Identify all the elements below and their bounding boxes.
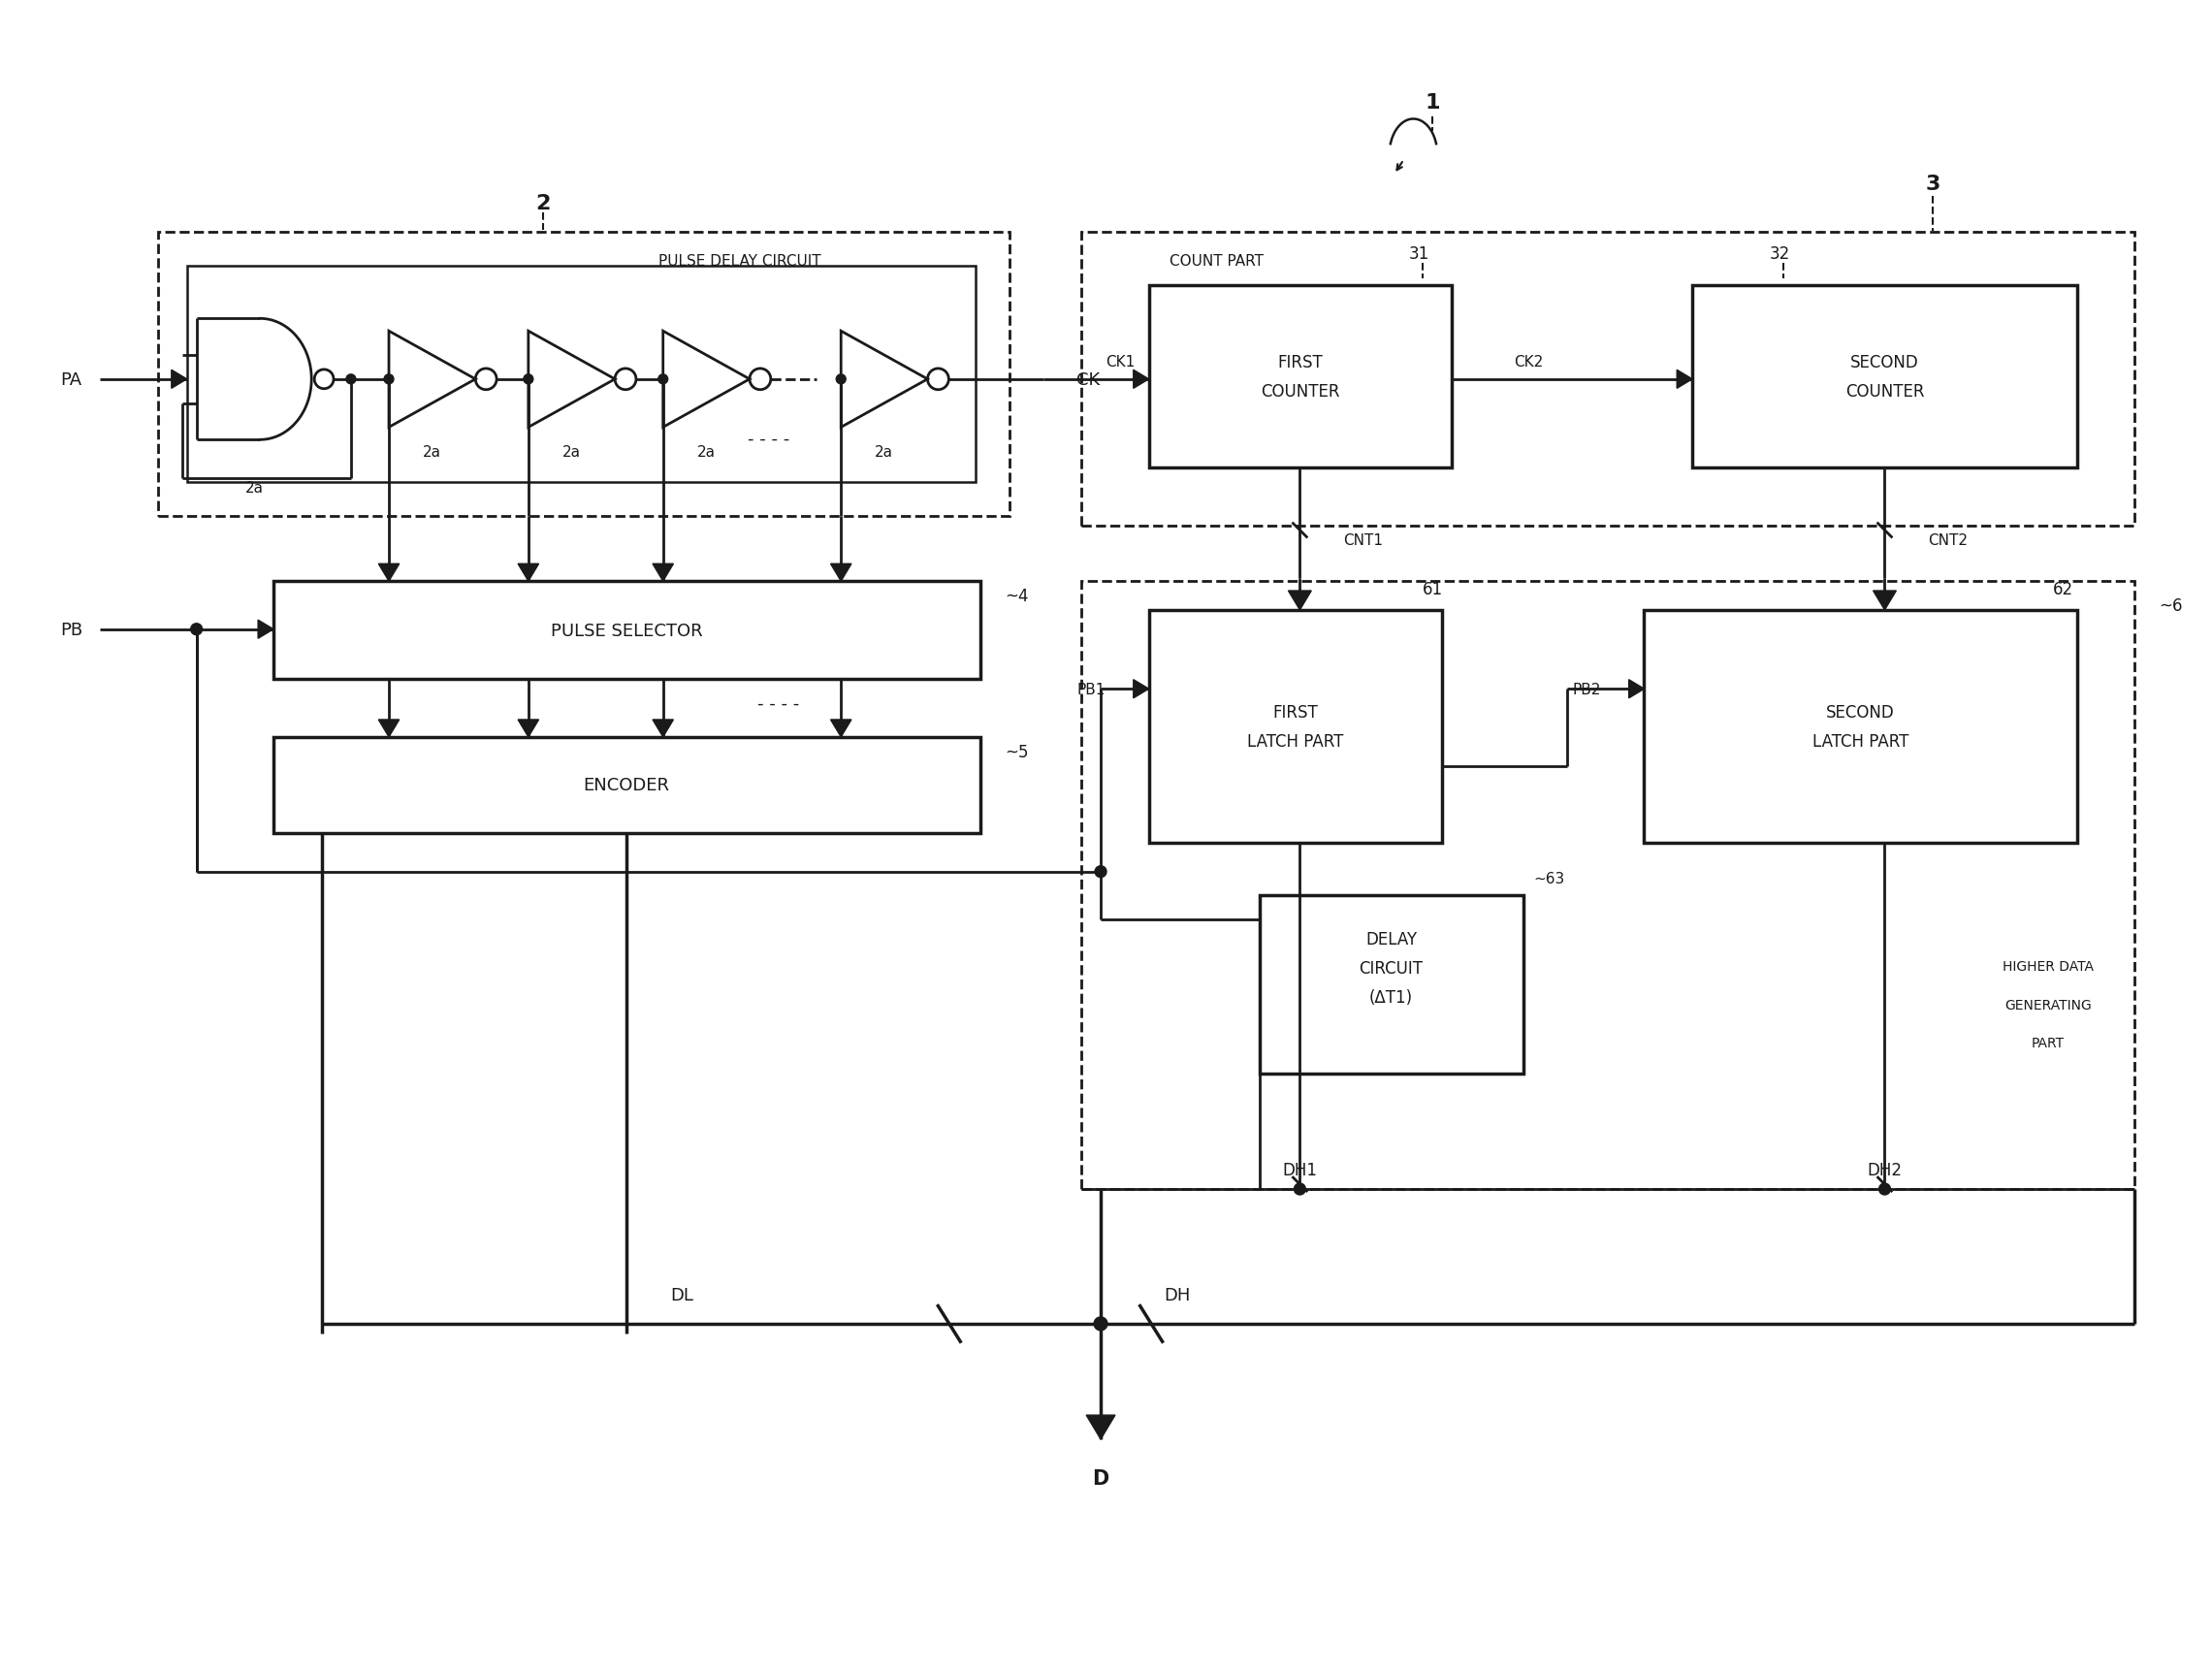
Text: 32: 32 <box>1770 246 1790 262</box>
Text: COUNT PART: COUNT PART <box>1170 254 1263 269</box>
Circle shape <box>345 374 356 384</box>
Text: 3: 3 <box>1924 175 1940 194</box>
Bar <box>1082 232 2135 526</box>
Text: 31: 31 <box>1409 246 1429 262</box>
Circle shape <box>836 374 845 384</box>
Circle shape <box>190 623 201 635</box>
Polygon shape <box>518 565 540 582</box>
Polygon shape <box>518 720 540 737</box>
Text: PULSE DELAY CIRCUIT: PULSE DELAY CIRCUIT <box>659 254 821 269</box>
Text: 2a: 2a <box>562 444 582 460</box>
Text: HIGHER DATA: HIGHER DATA <box>2002 959 2095 973</box>
Text: ~6: ~6 <box>2159 597 2183 615</box>
Text: ENCODER: ENCODER <box>584 777 670 794</box>
Circle shape <box>385 374 394 384</box>
Text: COUNTER: COUNTER <box>1845 383 1924 399</box>
Circle shape <box>1294 1183 1305 1195</box>
Text: PULSE SELECTOR: PULSE SELECTOR <box>551 622 703 640</box>
Text: DL: DL <box>670 1287 695 1303</box>
Text: DELAY: DELAY <box>1365 931 1418 947</box>
Bar <box>186 266 975 483</box>
Text: CNT2: CNT2 <box>1929 533 1969 548</box>
Text: SECOND: SECOND <box>1827 703 1896 722</box>
Polygon shape <box>1287 592 1312 610</box>
Text: 62: 62 <box>2053 580 2073 598</box>
Text: 61: 61 <box>1422 580 1444 598</box>
Text: 2: 2 <box>535 194 551 214</box>
Polygon shape <box>1133 680 1148 698</box>
Text: FIRST: FIRST <box>1276 354 1323 371</box>
Circle shape <box>659 374 668 384</box>
Text: 2a: 2a <box>246 481 263 496</box>
Polygon shape <box>1086 1415 1115 1439</box>
Polygon shape <box>1628 680 1644 698</box>
Text: ~4: ~4 <box>1004 588 1029 605</box>
Bar <box>1692 286 2077 468</box>
Bar <box>274 582 980 680</box>
Text: CNT1: CNT1 <box>1343 533 1382 548</box>
Polygon shape <box>653 720 672 737</box>
Text: ~63: ~63 <box>1533 872 1564 886</box>
Text: ~5: ~5 <box>1004 744 1029 760</box>
Text: PB1: PB1 <box>1077 682 1106 697</box>
Circle shape <box>1878 1183 1891 1195</box>
Text: 1: 1 <box>1425 94 1440 112</box>
Bar <box>1259 896 1524 1074</box>
Polygon shape <box>378 720 398 737</box>
Text: PART: PART <box>2031 1036 2064 1049</box>
Text: 2a: 2a <box>697 444 714 460</box>
Polygon shape <box>1874 592 1896 610</box>
Text: SECOND: SECOND <box>1851 354 1920 371</box>
Text: 2a: 2a <box>876 444 894 460</box>
Bar <box>1082 582 2135 1190</box>
Text: DH2: DH2 <box>1867 1161 1902 1178</box>
Text: CIRCUIT: CIRCUIT <box>1358 959 1422 978</box>
Text: PB: PB <box>60 622 82 638</box>
Text: DH1: DH1 <box>1283 1161 1318 1178</box>
Polygon shape <box>378 565 398 582</box>
Text: 2a: 2a <box>422 444 442 460</box>
Text: PA: PA <box>60 371 82 388</box>
Circle shape <box>1095 1317 1108 1330</box>
Text: GENERATING: GENERATING <box>2004 998 2093 1011</box>
Polygon shape <box>653 565 672 582</box>
Text: LATCH PART: LATCH PART <box>1812 732 1909 750</box>
Bar <box>274 737 980 834</box>
Polygon shape <box>830 565 852 582</box>
Bar <box>1644 610 2077 844</box>
Bar <box>1148 286 1451 468</box>
Text: CK1: CK1 <box>1106 356 1135 369</box>
Circle shape <box>524 374 533 384</box>
Text: COUNTER: COUNTER <box>1261 383 1338 399</box>
Polygon shape <box>1677 371 1692 389</box>
Polygon shape <box>259 620 274 638</box>
Circle shape <box>1095 866 1106 877</box>
Text: LATCH PART: LATCH PART <box>1248 732 1343 750</box>
Text: - - - -: - - - - <box>757 695 799 712</box>
Text: - - - -: - - - - <box>748 431 790 448</box>
Text: PB2: PB2 <box>1573 682 1601 697</box>
Bar <box>157 232 1009 516</box>
Text: (ΔT1): (ΔT1) <box>1369 988 1413 1006</box>
Polygon shape <box>173 371 186 389</box>
Bar <box>1148 610 1442 844</box>
Text: CK2: CK2 <box>1513 356 1544 369</box>
Text: D: D <box>1093 1469 1108 1487</box>
Text: DH: DH <box>1164 1287 1190 1303</box>
Text: CK: CK <box>1077 371 1099 388</box>
Polygon shape <box>1133 371 1148 389</box>
Text: FIRST: FIRST <box>1272 703 1318 722</box>
Polygon shape <box>830 720 852 737</box>
